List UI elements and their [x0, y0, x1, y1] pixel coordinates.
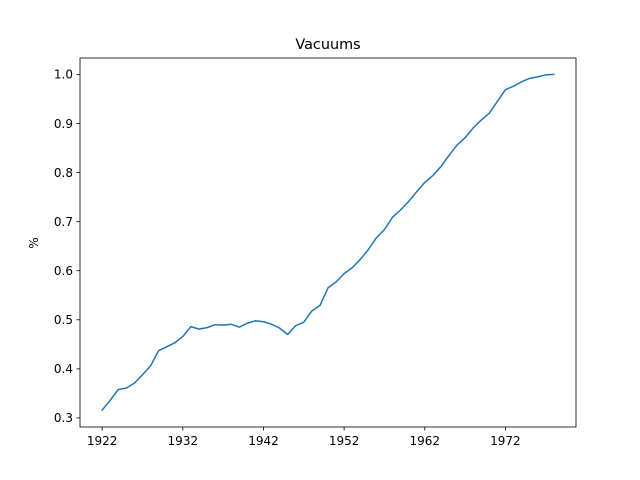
x-tick-label: 1942 — [248, 434, 279, 448]
chart-title: Vacuums — [295, 37, 360, 53]
y-axis-label: % — [27, 237, 41, 248]
series-layer — [101, 73, 555, 412]
y-axis-ticks: 0.3 0.4 0.5 0.6 0.7 0.8 0.9 1.0 — [54, 68, 80, 425]
y-tick-label: 0.8 — [54, 166, 73, 180]
plot-frame — [79, 57, 577, 428]
y-tick-label: 0.5 — [54, 313, 73, 327]
y-tick-label: 1.0 — [54, 68, 73, 82]
x-tick-label: 1952 — [329, 434, 360, 448]
y-tick-label: 0.9 — [54, 117, 73, 131]
x-tick-label: 1922 — [87, 434, 118, 448]
y-tick-label: 0.6 — [54, 264, 73, 278]
y-tick-label: 0.3 — [54, 411, 73, 425]
x-axis-ticks: 1922 1932 1942 1952 1962 1972 — [87, 427, 521, 448]
y-tick-label: 0.7 — [54, 215, 73, 229]
x-tick-label: 1932 — [168, 434, 199, 448]
x-tick-label: 1962 — [410, 434, 441, 448]
y-tick-label: 0.4 — [54, 362, 73, 376]
x-tick-label: 1972 — [490, 434, 521, 448]
